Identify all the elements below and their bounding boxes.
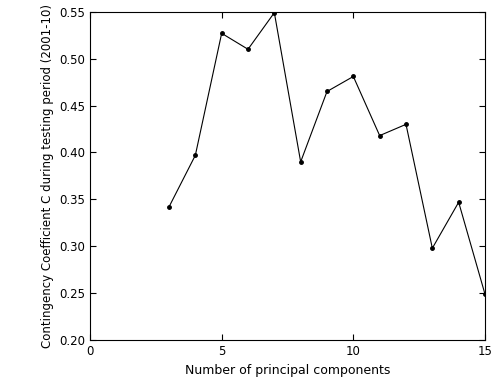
Y-axis label: Contingency Coefficient C during testing period (2001-10): Contingency Coefficient C during testing…: [40, 4, 54, 348]
X-axis label: Number of principal components: Number of principal components: [185, 364, 390, 377]
